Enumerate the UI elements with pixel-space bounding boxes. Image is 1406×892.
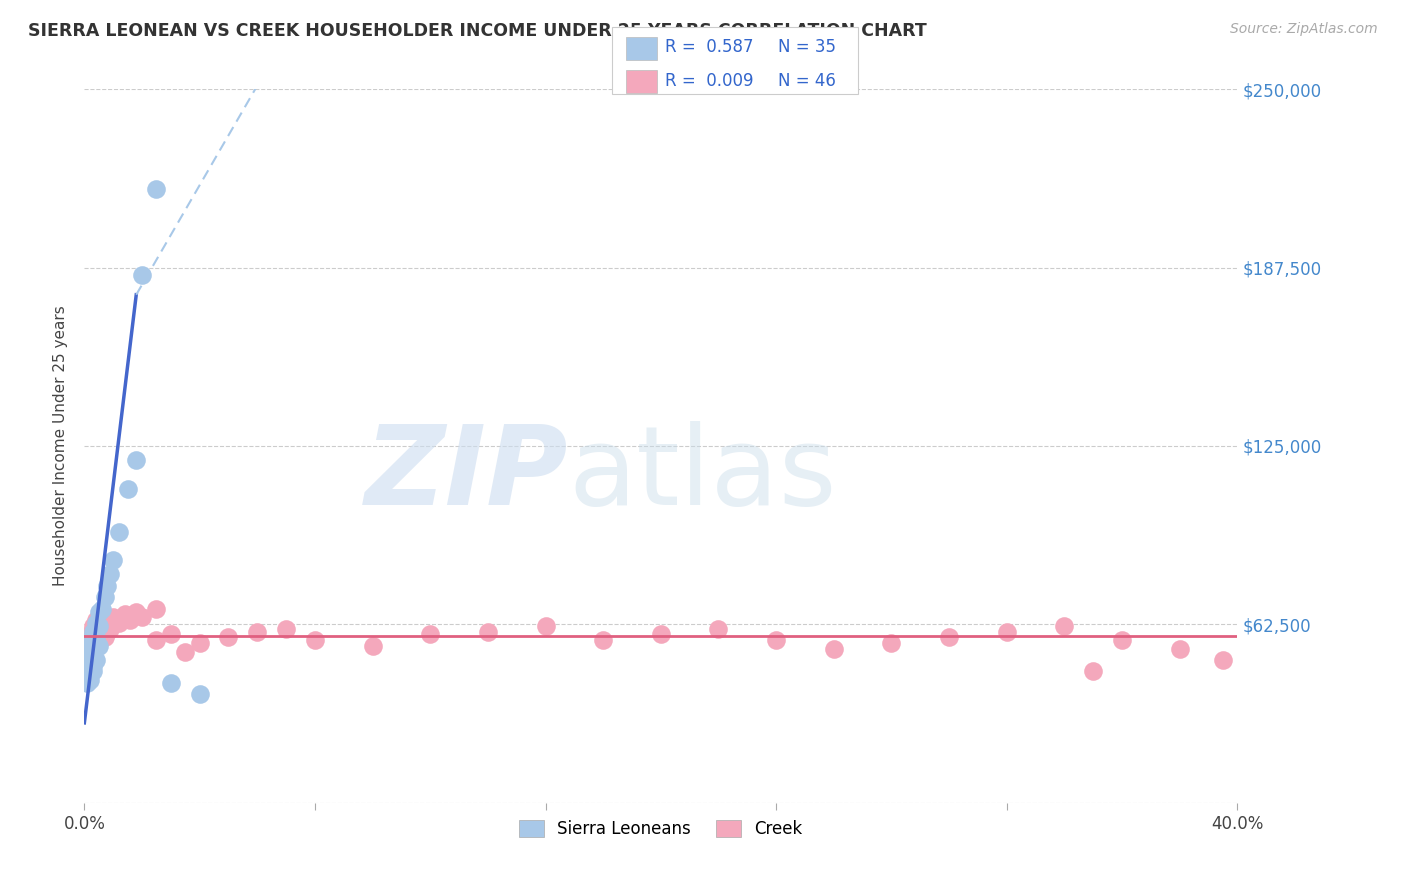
Point [880,636,903,650]
Point [87,633,110,648]
Point [82,658,104,673]
Point [823,641,845,656]
Point [145,601,167,615]
Point [76,633,98,648]
Point [120,613,142,627]
Point [1212,653,1234,667]
Point [82,639,104,653]
Point [218,630,240,644]
Point [117,610,139,624]
Point [82,636,104,650]
Point [79,662,101,676]
Point [90,624,112,639]
Point [98,622,121,636]
Point [534,619,557,633]
Text: atlas: atlas [568,421,837,528]
Point [87,619,110,633]
Point [76,648,98,662]
Point [160,627,183,641]
Point [174,644,197,658]
Point [96,579,118,593]
Point [304,633,326,648]
Text: R =  0.009: R = 0.009 [665,72,754,90]
Point [98,567,121,582]
Point [76,670,98,684]
Point [82,665,104,679]
Point [188,636,211,650]
Point [82,624,104,639]
Point [650,627,672,641]
Point [592,633,614,648]
Point [79,656,101,670]
Point [82,648,104,662]
Point [84,653,107,667]
Point [114,607,136,622]
Text: N = 46: N = 46 [778,72,835,90]
Point [84,615,107,630]
Text: N = 35: N = 35 [778,38,835,56]
Point [90,601,112,615]
Point [765,633,787,648]
Point [103,610,124,624]
Point [87,639,110,653]
Point [96,619,118,633]
Point [76,653,98,667]
Point [419,627,441,641]
Point [79,667,101,681]
Point [125,453,148,467]
Point [145,182,167,196]
Point [76,676,98,690]
Point [117,482,139,496]
Point [77,639,100,653]
Point [938,630,960,644]
Point [96,624,118,639]
Point [145,633,167,648]
Point [1111,633,1133,648]
Point [79,644,101,658]
Point [79,627,101,641]
Point [79,633,101,648]
Point [246,624,269,639]
Point [87,605,110,619]
Point [361,639,384,653]
Text: Source: ZipAtlas.com: Source: ZipAtlas.com [1230,22,1378,37]
Point [82,619,104,633]
Point [93,591,115,605]
Point [76,665,98,679]
Point [160,676,183,690]
Y-axis label: Householder Income Under 25 years: Householder Income Under 25 years [53,306,69,586]
Point [131,268,153,282]
Text: SIERRA LEONEAN VS CREEK HOUSEHOLDER INCOME UNDER 25 YEARS CORRELATION CHART: SIERRA LEONEAN VS CREEK HOUSEHOLDER INCO… [28,22,927,40]
Point [103,553,124,567]
Point [76,644,98,658]
Point [276,622,298,636]
Point [125,605,148,619]
Point [108,524,131,539]
Text: R =  0.587: R = 0.587 [665,38,754,56]
Point [1083,665,1105,679]
Point [87,636,110,650]
Point [995,624,1018,639]
Point [108,615,131,630]
Legend: Sierra Leoneans, Creek: Sierra Leoneans, Creek [512,813,810,845]
Point [93,630,115,644]
Text: ZIP: ZIP [366,421,568,528]
Point [188,687,211,701]
Point [1168,641,1191,656]
Point [131,610,153,624]
Point [79,673,101,687]
Point [707,622,730,636]
Point [84,613,107,627]
Point [84,630,107,644]
Point [1053,619,1076,633]
Point [477,624,499,639]
